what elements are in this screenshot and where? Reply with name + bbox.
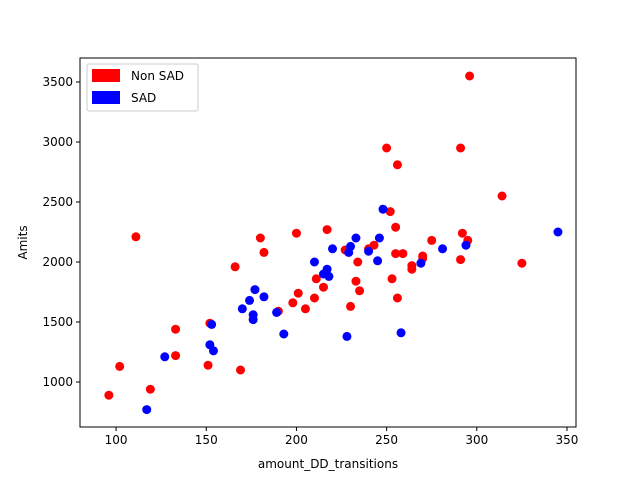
legend-label-sad: SAD bbox=[131, 91, 156, 105]
point-sad bbox=[373, 256, 383, 266]
point-non-sad bbox=[407, 261, 417, 271]
y-tick-label: 2000 bbox=[42, 255, 73, 269]
point-sad bbox=[250, 285, 260, 295]
point-non-sad bbox=[456, 143, 466, 153]
point-non-sad bbox=[259, 247, 269, 257]
point-sad bbox=[342, 331, 352, 341]
x-tick-label: 350 bbox=[556, 433, 579, 447]
point-sad bbox=[351, 233, 361, 243]
point-non-sad bbox=[385, 207, 395, 217]
point-non-sad bbox=[497, 191, 507, 201]
point-non-sad bbox=[293, 288, 303, 298]
y-axis-label: Amits bbox=[16, 225, 30, 259]
point-non-sad bbox=[171, 324, 181, 334]
point-non-sad bbox=[398, 249, 408, 259]
point-non-sad bbox=[346, 301, 356, 311]
point-non-sad bbox=[131, 232, 141, 242]
point-sad bbox=[160, 352, 170, 362]
point-sad bbox=[309, 257, 319, 267]
point-non-sad bbox=[351, 276, 361, 286]
point-non-sad bbox=[203, 360, 213, 370]
y-axis: 1000 1500 2000 2500 3000 3500 bbox=[42, 75, 80, 389]
point-sad bbox=[461, 240, 471, 250]
point-non-sad bbox=[355, 286, 365, 296]
point-non-sad bbox=[457, 228, 467, 238]
point-sad bbox=[272, 307, 282, 317]
point-non-sad bbox=[309, 293, 319, 303]
point-non-sad bbox=[291, 228, 301, 238]
point-non-sad bbox=[230, 262, 240, 272]
point-non-sad bbox=[465, 71, 475, 81]
y-tick-label: 1500 bbox=[42, 315, 73, 329]
x-tick-label: 250 bbox=[375, 433, 398, 447]
legend-swatch-non-sad bbox=[92, 69, 120, 82]
legend: Non SAD SAD bbox=[86, 63, 199, 112]
point-non-sad bbox=[311, 274, 321, 284]
x-tick-label: 100 bbox=[105, 433, 128, 447]
point-sad bbox=[142, 405, 152, 415]
point-non-sad bbox=[171, 351, 181, 361]
x-tick-label: 200 bbox=[285, 433, 308, 447]
x-tick-label: 150 bbox=[195, 433, 218, 447]
point-sad bbox=[208, 346, 218, 356]
point-non-sad bbox=[300, 304, 310, 314]
point-non-sad bbox=[517, 258, 527, 268]
point-non-sad bbox=[104, 390, 114, 400]
y-tick-label: 1000 bbox=[42, 375, 73, 389]
point-non-sad bbox=[255, 233, 265, 243]
point-non-sad bbox=[391, 222, 401, 232]
point-non-sad bbox=[392, 160, 402, 170]
point-non-sad bbox=[145, 384, 155, 394]
points-layer bbox=[104, 71, 563, 415]
point-sad bbox=[346, 241, 356, 251]
y-tick-label: 3500 bbox=[42, 75, 73, 89]
legend-swatch-sad bbox=[92, 91, 120, 104]
point-non-sad bbox=[318, 282, 328, 292]
point-non-sad bbox=[236, 365, 246, 375]
point-non-sad bbox=[353, 257, 363, 267]
point-non-sad bbox=[387, 274, 397, 284]
y-tick-label: 2500 bbox=[42, 195, 73, 209]
point-sad bbox=[364, 246, 374, 256]
point-sad bbox=[378, 204, 388, 214]
point-sad bbox=[207, 319, 217, 329]
point-sad bbox=[324, 271, 334, 281]
point-non-sad bbox=[391, 249, 401, 259]
y-tick-label: 3000 bbox=[42, 135, 73, 149]
point-sad bbox=[438, 244, 448, 254]
point-sad bbox=[322, 264, 332, 274]
point-non-sad bbox=[115, 361, 125, 371]
x-tick-label: 300 bbox=[465, 433, 488, 447]
point-non-sad bbox=[427, 235, 437, 245]
point-non-sad bbox=[392, 293, 402, 303]
point-sad bbox=[245, 295, 255, 305]
x-axis: 100 150 200 250 300 350 bbox=[105, 427, 579, 447]
plot-frame bbox=[79, 57, 577, 428]
point-non-sad bbox=[369, 240, 379, 250]
point-non-sad bbox=[322, 225, 332, 235]
point-sad bbox=[553, 227, 563, 237]
point-sad bbox=[259, 292, 269, 302]
point-sad bbox=[416, 258, 426, 268]
point-non-sad bbox=[288, 298, 298, 308]
point-sad bbox=[328, 244, 338, 254]
point-sad bbox=[279, 329, 289, 339]
point-sad bbox=[237, 304, 247, 314]
x-axis-label: amount_DD_transitions bbox=[258, 457, 398, 471]
point-sad bbox=[374, 233, 384, 243]
point-sad bbox=[396, 328, 406, 338]
point-sad bbox=[248, 310, 258, 320]
legend-label-non-sad: Non SAD bbox=[131, 69, 184, 83]
point-non-sad bbox=[456, 255, 466, 265]
point-non-sad bbox=[382, 143, 392, 153]
